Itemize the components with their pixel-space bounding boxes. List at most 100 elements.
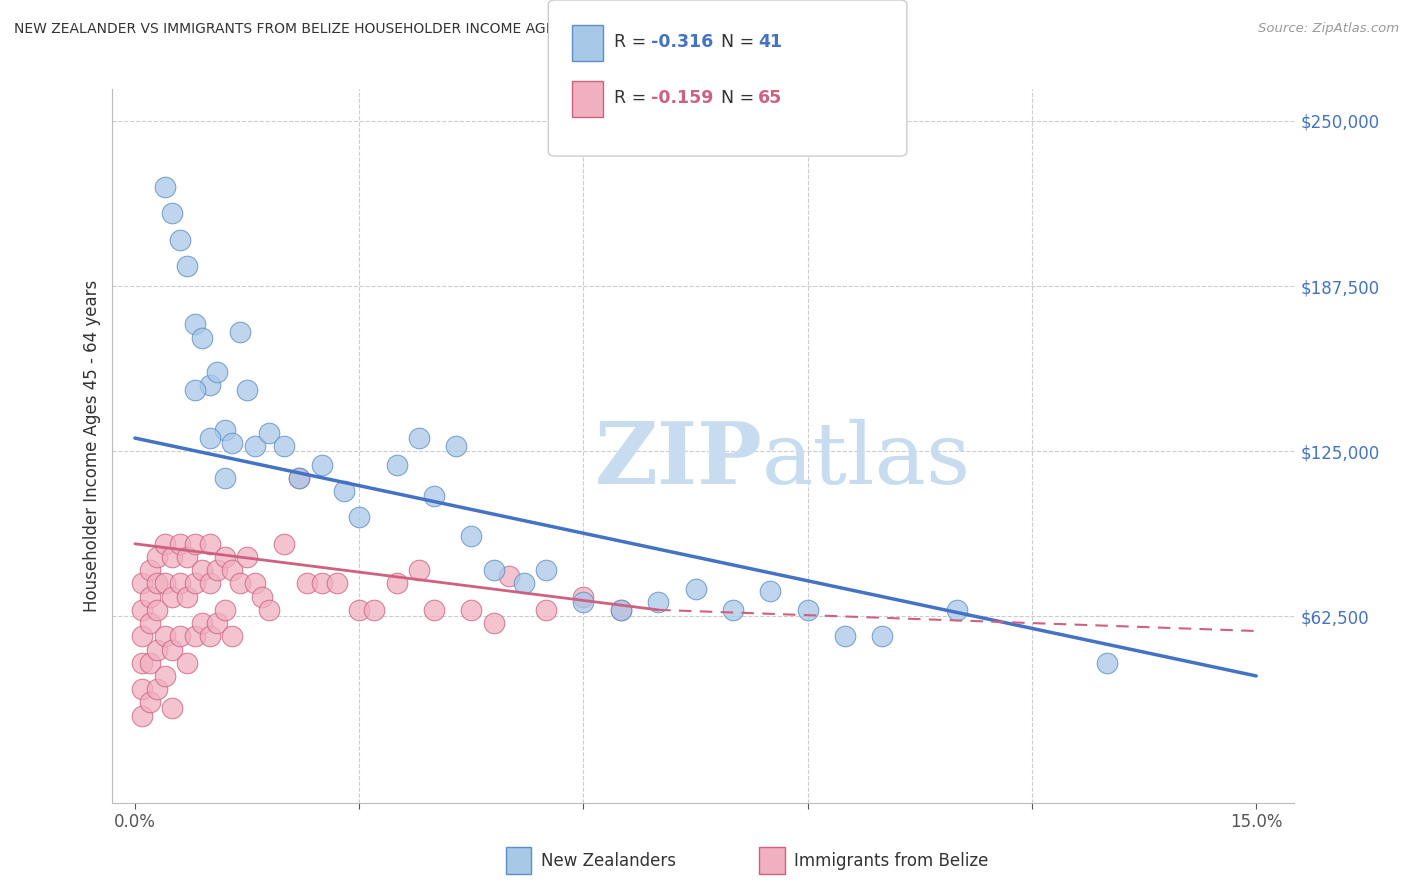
Point [205, 365, 228, 379]
Point [205, 616, 228, 631]
Point [139, 563, 162, 577]
Point [146, 603, 169, 617]
Point [408, 431, 430, 445]
Point [243, 576, 266, 591]
Point [198, 378, 221, 392]
Point [572, 595, 595, 609]
Point [162, 642, 184, 657]
Point [162, 700, 184, 714]
Point [169, 576, 191, 591]
Point [1095, 656, 1118, 670]
Point [183, 384, 205, 398]
Point [295, 576, 318, 591]
Point [176, 549, 198, 564]
Point [176, 260, 198, 274]
Point [460, 529, 482, 543]
Point [460, 603, 482, 617]
Point [153, 180, 176, 194]
Point [759, 584, 782, 599]
Point [482, 563, 505, 577]
Point [162, 206, 184, 220]
Point [288, 471, 311, 485]
Point [243, 439, 266, 453]
Point [946, 603, 969, 617]
Text: -0.159: -0.159 [651, 89, 713, 107]
Point [446, 439, 468, 453]
Point [385, 458, 408, 472]
Text: New Zealanders: New Zealanders [541, 852, 676, 870]
Point [198, 629, 221, 643]
Point [205, 563, 228, 577]
Point [214, 603, 236, 617]
Point [259, 603, 281, 617]
Point [221, 563, 243, 577]
Point [191, 563, 214, 577]
Y-axis label: Householder Income Ages 45 - 64 years: Householder Income Ages 45 - 64 years [83, 280, 101, 612]
Point [146, 549, 169, 564]
Point [198, 431, 221, 445]
Point [176, 590, 198, 604]
Point [572, 590, 595, 604]
Text: -0.316: -0.316 [651, 33, 713, 51]
Point [647, 595, 669, 609]
Point [288, 471, 311, 485]
Point [169, 629, 191, 643]
Point [139, 695, 162, 709]
Point [183, 318, 205, 332]
Point [131, 576, 153, 591]
Point [311, 458, 333, 472]
Point [236, 384, 259, 398]
Text: NEW ZEALANDER VS IMMIGRANTS FROM BELIZE HOUSEHOLDER INCOME AGES 45 - 64 YEARS CO: NEW ZEALANDER VS IMMIGRANTS FROM BELIZE … [14, 22, 820, 37]
Point [146, 642, 169, 657]
Point [311, 576, 333, 591]
Point [685, 582, 707, 596]
Point [198, 537, 221, 551]
Point [325, 576, 347, 591]
Point [153, 576, 176, 591]
Point [169, 537, 191, 551]
Point [423, 603, 446, 617]
Point [236, 549, 259, 564]
Point [183, 537, 205, 551]
Point [385, 576, 408, 591]
Point [139, 590, 162, 604]
Point [176, 656, 198, 670]
Point [183, 629, 205, 643]
Point [363, 603, 385, 617]
Point [834, 629, 856, 643]
Point [250, 590, 273, 604]
Point [610, 603, 633, 617]
Text: 65: 65 [758, 89, 782, 107]
Text: N =: N = [721, 33, 761, 51]
Point [498, 568, 520, 582]
Point [214, 549, 236, 564]
Text: Immigrants from Belize: Immigrants from Belize [794, 852, 988, 870]
Point [408, 563, 430, 577]
Point [183, 576, 205, 591]
Point [131, 629, 153, 643]
Point [153, 629, 176, 643]
Point [146, 576, 169, 591]
Point [153, 537, 176, 551]
Point [333, 483, 356, 498]
Point [796, 603, 818, 617]
Point [139, 656, 162, 670]
Point [482, 616, 505, 631]
Point [273, 537, 295, 551]
Text: Source: ZipAtlas.com: Source: ZipAtlas.com [1258, 22, 1399, 36]
Point [228, 326, 250, 340]
Point [214, 423, 236, 437]
Point [139, 616, 162, 631]
Point [347, 603, 370, 617]
Point [146, 682, 169, 697]
Point [721, 603, 744, 617]
Point [221, 436, 243, 450]
Point [512, 576, 534, 591]
Point [198, 576, 221, 591]
Point [259, 425, 281, 440]
Point [162, 549, 184, 564]
Point [423, 489, 446, 503]
Point [273, 439, 295, 453]
Point [191, 616, 214, 631]
Text: R =: R = [614, 89, 652, 107]
